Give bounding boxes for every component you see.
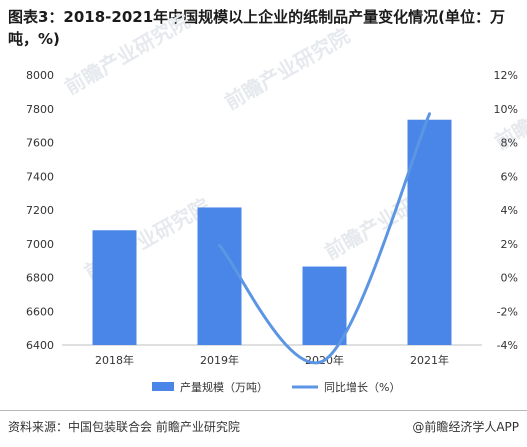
- bar: [92, 230, 137, 345]
- legend: 产量规模（万吨） 同比增长（%）: [152, 380, 400, 394]
- y-right-tick-label: 8%: [501, 137, 518, 150]
- y-left-tick-label: 7600: [26, 137, 54, 150]
- bar-series: [92, 119, 452, 345]
- y-right-tick-label: 10%: [494, 103, 518, 116]
- footer-divider: [0, 410, 527, 411]
- y-left-tick-label: 7000: [26, 238, 54, 251]
- brand-credit: @前瞻经济学人APP: [412, 420, 519, 434]
- x-tick-label: 2018年: [95, 353, 134, 367]
- y-left-tick-label: 6800: [26, 272, 54, 285]
- bar: [302, 266, 347, 345]
- y-left-tick-label: 8000: [26, 69, 54, 82]
- legend-bar-label: 产量规模（万吨）: [180, 380, 268, 394]
- watermark-text: 前瞻产业研究院: [221, 24, 354, 115]
- source-note: 资料来源：中国包装联合会 前瞻产业研究院: [8, 420, 240, 434]
- y-right-tick-label: 2%: [501, 238, 518, 251]
- y-right-tick-label: 0%: [501, 272, 518, 285]
- y-right-tick-label: 12%: [494, 69, 518, 82]
- line-series: [218, 112, 431, 365]
- bar: [197, 207, 242, 345]
- legend-bar-swatch: [152, 382, 174, 391]
- y-left-tick-label: 6400: [26, 339, 54, 352]
- growth-line: [218, 112, 431, 365]
- y-left-tick-label: 6600: [26, 305, 54, 318]
- axes: 6400 6600 6800 7000 7200 7400 7600 7800 8000 -4% -…: [26, 69, 518, 367]
- legend-line-label: 同比增长（%）: [324, 380, 400, 394]
- y-left-tick-label: 7200: [26, 204, 54, 217]
- y-right-tick-label: -2%: [497, 305, 518, 318]
- y-right-tick-label: -4%: [497, 339, 518, 352]
- y-left-tick-label: 7400: [26, 170, 54, 183]
- x-tick-label: 2019年: [200, 353, 239, 367]
- x-tick-label: 2021年: [410, 353, 449, 367]
- y-left-tick-label: 7800: [26, 103, 54, 116]
- y-right-tick-label: 4%: [501, 204, 518, 217]
- chart-title: 图表3：2018-2021年中国规模以上企业的纸制品产量变化情况(单位：万吨，%…: [8, 8, 506, 48]
- watermark-text: 前瞻产业研究院: [61, 9, 194, 100]
- y-right-tick-label: 6%: [501, 170, 518, 183]
